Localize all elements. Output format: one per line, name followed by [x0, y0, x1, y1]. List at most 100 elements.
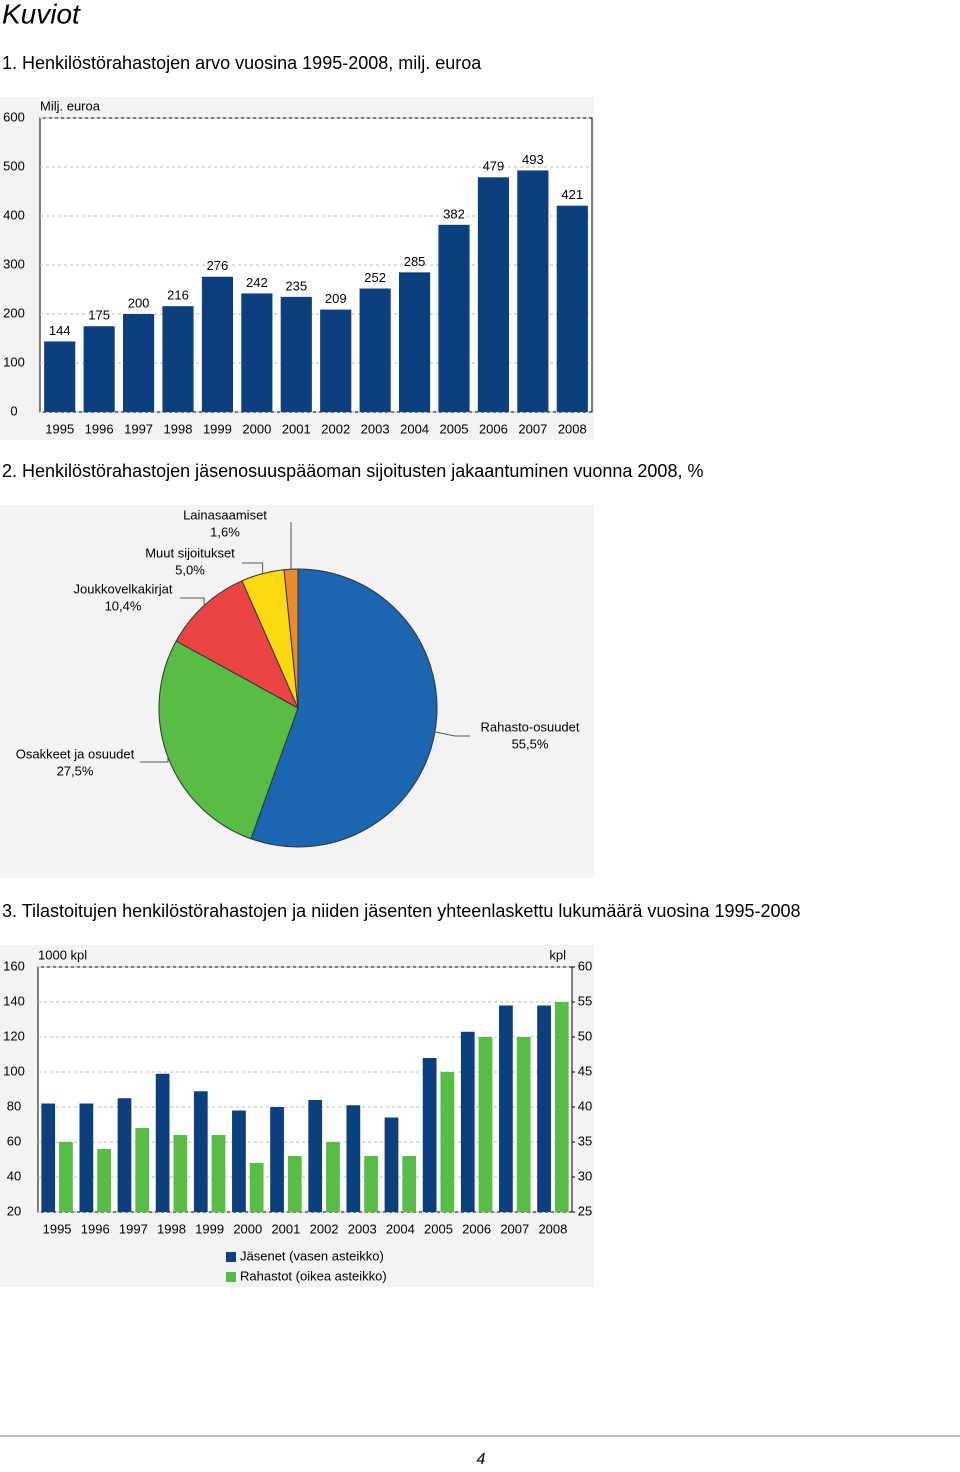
y2-tick-label: 50: [578, 1028, 592, 1043]
bar: [117, 1098, 132, 1212]
slice-value: 1,6%: [210, 524, 240, 539]
y-tick-label: 400: [3, 207, 25, 222]
bar: [270, 1107, 284, 1212]
bar: [537, 1005, 551, 1212]
slice-name: Joukkovelkakirjat: [74, 581, 173, 596]
x-tick-label: 1998: [157, 1221, 186, 1236]
bar: [241, 293, 273, 412]
leader-line: [180, 597, 205, 606]
chart-title: 3. Tilastoitujen henkilöstörahastojen ja…: [2, 901, 801, 921]
data-label: 144: [49, 323, 71, 338]
x-tick-label: 2003: [361, 421, 390, 436]
legend-label: Rahastot (oikea asteikko): [240, 1268, 387, 1283]
data-label: 493: [522, 152, 544, 167]
bar: [320, 309, 352, 412]
x-tick-label: 2003: [348, 1221, 377, 1236]
bar: [478, 1037, 493, 1212]
slice-name: Muut sijoitukset: [145, 545, 235, 560]
leader-line: [140, 757, 169, 763]
y2-axis-label: kpl: [549, 947, 566, 962]
x-tick-label: 2005: [424, 1221, 453, 1236]
x-tick-label: 2000: [242, 421, 271, 436]
slice-name: Rahasto-osuudet: [480, 719, 579, 734]
bar: [193, 1091, 208, 1212]
bar: [287, 1156, 302, 1212]
legend-swatch: [226, 1252, 236, 1262]
bar: [162, 306, 194, 412]
slice-value: 27,5%: [57, 763, 94, 778]
slice-name: Lainasaamiset: [183, 507, 267, 522]
x-tick-label: 2004: [400, 421, 429, 436]
x-tick-label: 2004: [386, 1221, 415, 1236]
x-tick-label: 2000: [233, 1221, 262, 1236]
slice-value: 55,5%: [512, 736, 549, 751]
bar: [232, 1110, 246, 1212]
bar: [554, 1002, 569, 1212]
chart-title: 1. Henkilöstörahastojen arvo vuosina 199…: [2, 53, 482, 73]
slice-value: 10,4%: [105, 598, 142, 613]
y2-tick-label: 55: [578, 993, 592, 1008]
y-tick-label: 0: [10, 403, 17, 418]
bar: [422, 1058, 437, 1212]
bar: [308, 1100, 323, 1212]
y-axis-label: 1000 kpl: [38, 947, 87, 962]
bar: [556, 205, 588, 412]
data-label: 252: [364, 270, 386, 285]
bar: [398, 272, 431, 412]
y-tick-label: 120: [3, 1028, 25, 1043]
data-label: 382: [443, 206, 465, 221]
data-label: 276: [207, 258, 229, 273]
y-tick-label: 300: [3, 256, 25, 271]
bar: [516, 1037, 531, 1212]
y-tick-label: 160: [3, 958, 25, 973]
y2-tick-label: 30: [578, 1168, 592, 1183]
x-tick-label: 1999: [195, 1221, 224, 1236]
x-tick-label: 1999: [203, 421, 232, 436]
pie-slice: [283, 568, 299, 709]
bar: [499, 1005, 513, 1212]
bar: [326, 1142, 340, 1212]
pie-slice: [158, 640, 299, 840]
x-tick-label: 1995: [43, 1221, 72, 1236]
data-label: 421: [561, 187, 583, 202]
y-tick-label: 200: [3, 305, 25, 320]
x-tick-label: 2008: [538, 1221, 567, 1236]
x-tick-label: 2005: [440, 421, 469, 436]
bar: [122, 314, 155, 412]
bar: [155, 1073, 170, 1212]
data-label: 285: [404, 254, 426, 269]
y-tick-label: 20: [7, 1203, 21, 1218]
y2-tick-label: 25: [578, 1203, 592, 1218]
x-tick-label: 2007: [500, 1221, 529, 1236]
bar: [201, 276, 234, 412]
y2-tick-label: 35: [578, 1133, 592, 1148]
bar: [211, 1135, 226, 1212]
x-tick-label: 2006: [479, 421, 508, 436]
bar: [460, 1031, 475, 1212]
x-tick-label: 1996: [81, 1221, 110, 1236]
x-tick-label: 2001: [271, 1221, 300, 1236]
x-tick-label: 1997: [119, 1221, 148, 1236]
y2-tick-label: 40: [578, 1098, 592, 1113]
page-number: 4: [477, 1451, 486, 1467]
chart-title: 2. Henkilöstörahastojen jäsenosuuspääoma…: [2, 461, 703, 481]
bar: [440, 1072, 455, 1212]
data-label: 479: [483, 159, 505, 174]
data-label: 209: [325, 291, 347, 306]
x-tick-label: 1996: [85, 421, 114, 436]
x-tick-label: 1998: [164, 421, 193, 436]
bar: [59, 1142, 73, 1212]
leader-line: [434, 731, 470, 737]
legend-swatch: [226, 1272, 236, 1282]
bar: [79, 1103, 94, 1212]
slice-value: 5,0%: [175, 562, 205, 577]
x-tick-label: 2002: [310, 1221, 339, 1236]
bar: [83, 326, 115, 412]
slice-name: Osakkeet ja osuudet: [16, 746, 135, 761]
x-tick-label: 1995: [45, 421, 74, 436]
x-tick-label: 2001: [282, 421, 311, 436]
bar: [44, 341, 76, 412]
bar: [249, 1163, 264, 1212]
data-label: 235: [285, 278, 307, 293]
